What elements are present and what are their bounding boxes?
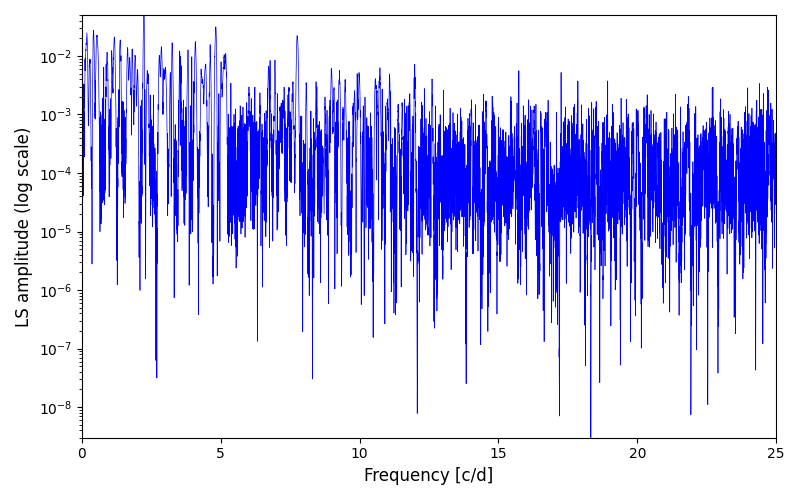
Y-axis label: LS amplitude (log scale): LS amplitude (log scale) [15,126,33,326]
X-axis label: Frequency [c/d]: Frequency [c/d] [364,467,494,485]
